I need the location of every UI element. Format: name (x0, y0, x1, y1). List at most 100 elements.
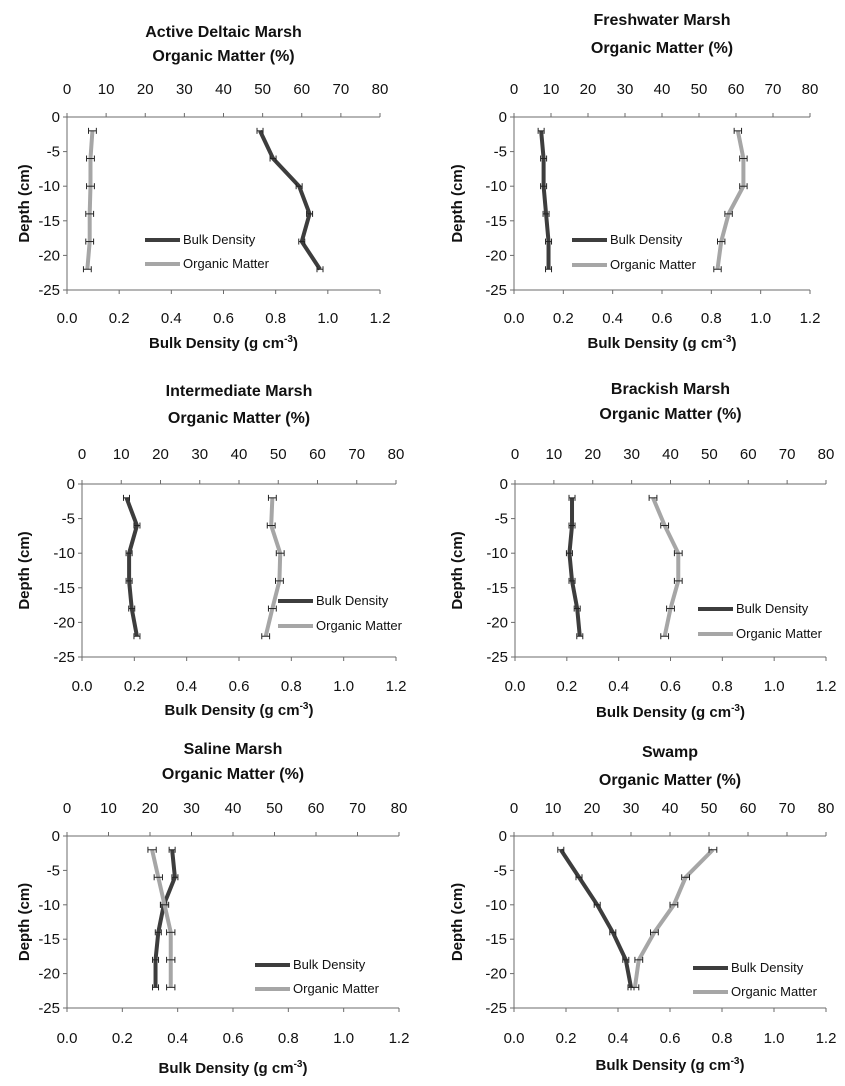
bulk-density-error-bar (133, 633, 141, 640)
organic-matter-error-bar (267, 494, 277, 501)
bottom-axis-label-text: Bulk Density (g cm (165, 702, 300, 719)
bulk-density-error-bar (306, 210, 314, 217)
y-tick-label: -15 (38, 213, 60, 230)
bottom-axis-label-exponent: -3 (731, 703, 740, 714)
y-tick-label: 0 (499, 109, 507, 126)
top-tick-label: 40 (225, 800, 242, 817)
bottom-tick-label: 0.2 (109, 310, 130, 327)
top-tick-label: 10 (546, 446, 563, 463)
top-tick-label: 50 (270, 446, 287, 463)
bulk-density-error-bar (298, 238, 306, 245)
bottom-tick-label: 0.2 (124, 678, 145, 695)
legend: Bulk Density Organic Matter (698, 601, 823, 641)
bulk-density-error-bar (537, 127, 545, 134)
top-tick-label: 50 (701, 800, 718, 817)
bottom-tick-label: 1.2 (816, 678, 837, 695)
bottom-tick-label: 0.0 (57, 1030, 78, 1047)
y-tick-label: -25 (485, 1000, 507, 1017)
y-tick-label: -15 (38, 931, 60, 948)
organic-matter-error-bar (166, 956, 176, 963)
y-tick-label: -10 (38, 178, 60, 195)
bottom-tick-label: 0.4 (176, 678, 197, 695)
organic-matter-error-bar (673, 577, 683, 584)
bottom-tick-label: 1.0 (333, 678, 354, 695)
bulk-density-error-bar (269, 155, 277, 162)
y-tick-label: -10 (486, 545, 508, 562)
organic-matter-error-bar (681, 874, 690, 881)
bottom-axis-label-text: Bulk Density (g cm (596, 704, 731, 721)
bottom-axis-label: Bulk Density (g cm-3) (596, 1056, 745, 1074)
bulk-density-error-bar (125, 550, 133, 557)
top-tick-label: 0 (63, 800, 71, 817)
top-tick-label: 30 (191, 446, 208, 463)
top-tick-label: 80 (818, 446, 835, 463)
top-tick-label: 70 (333, 81, 350, 98)
bottom-axis-label-text: Bulk Density (g cm (588, 335, 723, 352)
top-tick-label: 0 (510, 81, 518, 98)
bulk-density-line (153, 849, 177, 988)
bulk-density-error-bar (622, 956, 630, 963)
bottom-tick-label: 0.2 (553, 310, 574, 327)
chart-panel-2: Freshwater Marsh Organic Matter (%) 0 10 20 3… (449, 12, 820, 352)
chart-panel-5: Saline Marsh Organic Matter (%) 0 10 20 30 40 5… (16, 741, 409, 1077)
y-axis-label: Depth (cm) (449, 531, 466, 609)
top-tick-label: 80 (802, 81, 819, 98)
organic-matter-error-bar (88, 127, 97, 134)
organic-matter-error-bar (166, 984, 176, 991)
bottom-axis-label-exponent: -3 (294, 1059, 303, 1070)
top-tick-label: 80 (372, 81, 389, 98)
organic-matter-error-bar (713, 266, 722, 273)
top-tick-label: 0 (510, 800, 518, 817)
y-tick-label: -10 (485, 897, 507, 914)
bottom-tick-label: 0.8 (281, 678, 302, 695)
top-tick-label: 80 (391, 800, 408, 817)
chart-panel-1: Active Deltaic Marsh Organic Matter (%) 0 1… (16, 24, 390, 352)
bottom-axis-label: Bulk Density (g cm-3) (588, 334, 737, 352)
organic-matter-error-bar (153, 874, 163, 881)
bottom-tick-label: 0.2 (112, 1030, 133, 1047)
top-tick-label: 60 (740, 446, 757, 463)
bottom-tick-label: 0.6 (660, 678, 681, 695)
bottom-tick-label: 1.2 (386, 678, 407, 695)
y-tick-label: -15 (53, 580, 75, 597)
y-tick-label: -20 (38, 966, 60, 983)
y-tick-label: -5 (47, 144, 60, 161)
top-axis-label: Organic Matter (%) (591, 40, 733, 57)
top-tick-label: 60 (728, 81, 745, 98)
y-axis-label: Depth (cm) (16, 883, 33, 961)
top-axis-label: Organic Matter (%) (599, 772, 741, 789)
y-tick-label: -15 (486, 580, 508, 597)
legend-label-bulk-density: Bulk Density (736, 601, 809, 616)
bottom-tick-label: 0.4 (608, 678, 629, 695)
y-tick-label: 0 (499, 828, 507, 845)
bottom-tick-label: 1.0 (317, 310, 338, 327)
y-tick-label: 0 (52, 828, 60, 845)
bulk-density-error-bar (542, 210, 550, 217)
top-tick-label: 40 (215, 81, 232, 98)
legend-label-organic-matter: Organic Matter (293, 981, 380, 996)
top-tick-label: 40 (662, 446, 679, 463)
top-tick-label: 50 (691, 81, 708, 98)
bottom-axis-label: Bulk Density (g cm-3) (596, 703, 745, 721)
bulk-density-error-bar (316, 266, 324, 273)
chart-title: Active Deltaic Marsh (145, 24, 302, 41)
top-axis-label: Organic Matter (%) (168, 410, 310, 427)
y-tick-label: -10 (38, 897, 60, 914)
top-tick-label: 70 (765, 81, 782, 98)
organic-matter-line (715, 130, 746, 270)
y-tick-label: 0 (500, 476, 508, 493)
legend: Bulk Density Organic Matter (145, 232, 270, 271)
top-tick-label: 40 (654, 81, 671, 98)
top-tick-label: 70 (348, 446, 365, 463)
y-tick-label: -20 (486, 614, 508, 631)
bulk-density-error-bar (568, 577, 576, 584)
bulk-density-error-bar (568, 494, 576, 501)
organic-matter-error-bar (708, 846, 718, 853)
bottom-tick-label: 0.6 (660, 1030, 681, 1047)
bottom-tick-label: 0.8 (278, 1030, 299, 1047)
y-tick-label: -25 (486, 649, 508, 666)
bulk-density-error-bar (540, 183, 548, 190)
top-tick-label: 40 (662, 800, 679, 817)
bottom-tick-label: 1.2 (800, 310, 821, 327)
